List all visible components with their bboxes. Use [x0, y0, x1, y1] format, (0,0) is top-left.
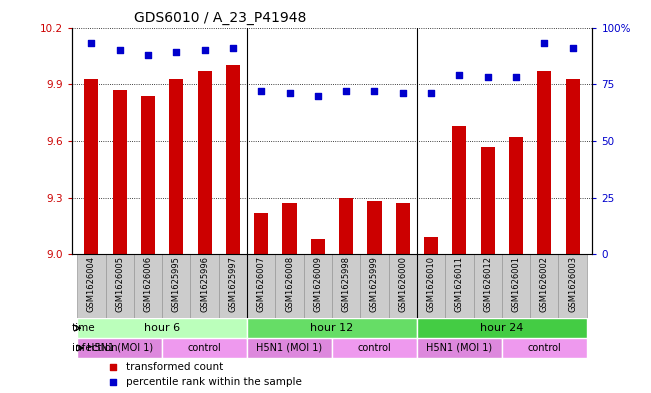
Point	[256, 88, 266, 94]
Text: H5N1 (MOI 1): H5N1 (MOI 1)	[87, 343, 153, 353]
Text: infection: infection	[72, 343, 118, 353]
Text: transformed count: transformed count	[126, 362, 223, 372]
Text: hour 6: hour 6	[144, 323, 180, 333]
Point	[86, 40, 96, 46]
Point	[568, 45, 578, 51]
Text: hour 24: hour 24	[480, 323, 523, 333]
Bar	[530, 254, 559, 318]
Bar	[452, 126, 467, 254]
Bar	[332, 338, 417, 358]
Text: GSM1625996: GSM1625996	[200, 256, 209, 312]
Bar	[304, 254, 332, 318]
Text: GSM1626008: GSM1626008	[285, 256, 294, 312]
Point	[108, 364, 118, 370]
Bar	[283, 203, 297, 254]
Text: GSM1625998: GSM1625998	[342, 256, 351, 312]
Bar	[311, 239, 325, 254]
Bar	[502, 338, 587, 358]
Bar	[219, 254, 247, 318]
Bar	[559, 254, 587, 318]
Bar	[169, 79, 184, 254]
Point	[426, 90, 436, 96]
Point	[511, 74, 521, 81]
Text: percentile rank within the sample: percentile rank within the sample	[126, 377, 302, 387]
Point	[369, 88, 380, 94]
Point	[108, 379, 118, 386]
Bar	[473, 254, 502, 318]
Bar	[417, 338, 502, 358]
Bar	[247, 254, 275, 318]
Point	[115, 47, 125, 53]
Bar	[162, 338, 247, 358]
Bar	[254, 213, 268, 254]
Bar	[502, 254, 530, 318]
Text: GSM1626010: GSM1626010	[426, 256, 436, 312]
Bar	[396, 203, 410, 254]
Bar	[332, 254, 360, 318]
Text: GSM1626004: GSM1626004	[87, 256, 96, 312]
Text: H5N1 (MOI 1): H5N1 (MOI 1)	[256, 343, 323, 353]
Bar	[367, 202, 381, 254]
Bar	[134, 254, 162, 318]
Bar	[480, 147, 495, 254]
Point	[312, 92, 323, 99]
Bar	[339, 198, 353, 254]
Text: GSM1626002: GSM1626002	[540, 256, 549, 312]
Point	[341, 88, 352, 94]
Bar	[509, 137, 523, 254]
Point	[199, 47, 210, 53]
Bar	[85, 79, 98, 254]
Bar	[77, 338, 162, 358]
Bar	[105, 254, 134, 318]
Text: GSM1626000: GSM1626000	[398, 256, 408, 312]
Text: GSM1626001: GSM1626001	[512, 256, 521, 312]
Bar	[197, 71, 212, 254]
Bar	[275, 254, 304, 318]
Text: GDS6010 / A_23_P41948: GDS6010 / A_23_P41948	[134, 11, 307, 25]
Bar	[424, 237, 438, 254]
Text: hour 12: hour 12	[311, 323, 353, 333]
Text: control: control	[527, 343, 561, 353]
Text: control: control	[357, 343, 391, 353]
Bar	[113, 90, 127, 254]
Text: GSM1626012: GSM1626012	[483, 256, 492, 312]
Text: GSM1626009: GSM1626009	[313, 256, 322, 312]
Bar	[360, 254, 389, 318]
Bar	[191, 254, 219, 318]
Text: H5N1 (MOI 1): H5N1 (MOI 1)	[426, 343, 492, 353]
Point	[171, 49, 182, 55]
Text: GSM1626007: GSM1626007	[256, 256, 266, 312]
Text: GSM1626003: GSM1626003	[568, 256, 577, 312]
Bar	[162, 254, 191, 318]
Text: GSM1626006: GSM1626006	[143, 256, 152, 312]
Bar	[247, 338, 332, 358]
Bar	[77, 254, 105, 318]
Point	[482, 74, 493, 81]
Point	[228, 45, 238, 51]
Bar	[537, 71, 551, 254]
Bar	[226, 65, 240, 254]
Text: GSM1625999: GSM1625999	[370, 256, 379, 312]
Bar	[417, 254, 445, 318]
Text: time: time	[72, 323, 96, 333]
Point	[143, 51, 153, 58]
Bar	[566, 79, 579, 254]
Bar	[247, 318, 417, 338]
Point	[454, 72, 465, 78]
Bar	[445, 254, 473, 318]
Text: GSM1625995: GSM1625995	[172, 256, 181, 312]
Bar	[141, 95, 155, 254]
Text: GSM1626011: GSM1626011	[455, 256, 464, 312]
Text: GSM1626005: GSM1626005	[115, 256, 124, 312]
Bar	[417, 318, 587, 338]
Point	[398, 90, 408, 96]
Text: GSM1625997: GSM1625997	[229, 256, 238, 312]
Bar	[77, 318, 247, 338]
Point	[539, 40, 549, 46]
Point	[284, 90, 295, 96]
Text: control: control	[187, 343, 221, 353]
Bar	[389, 254, 417, 318]
